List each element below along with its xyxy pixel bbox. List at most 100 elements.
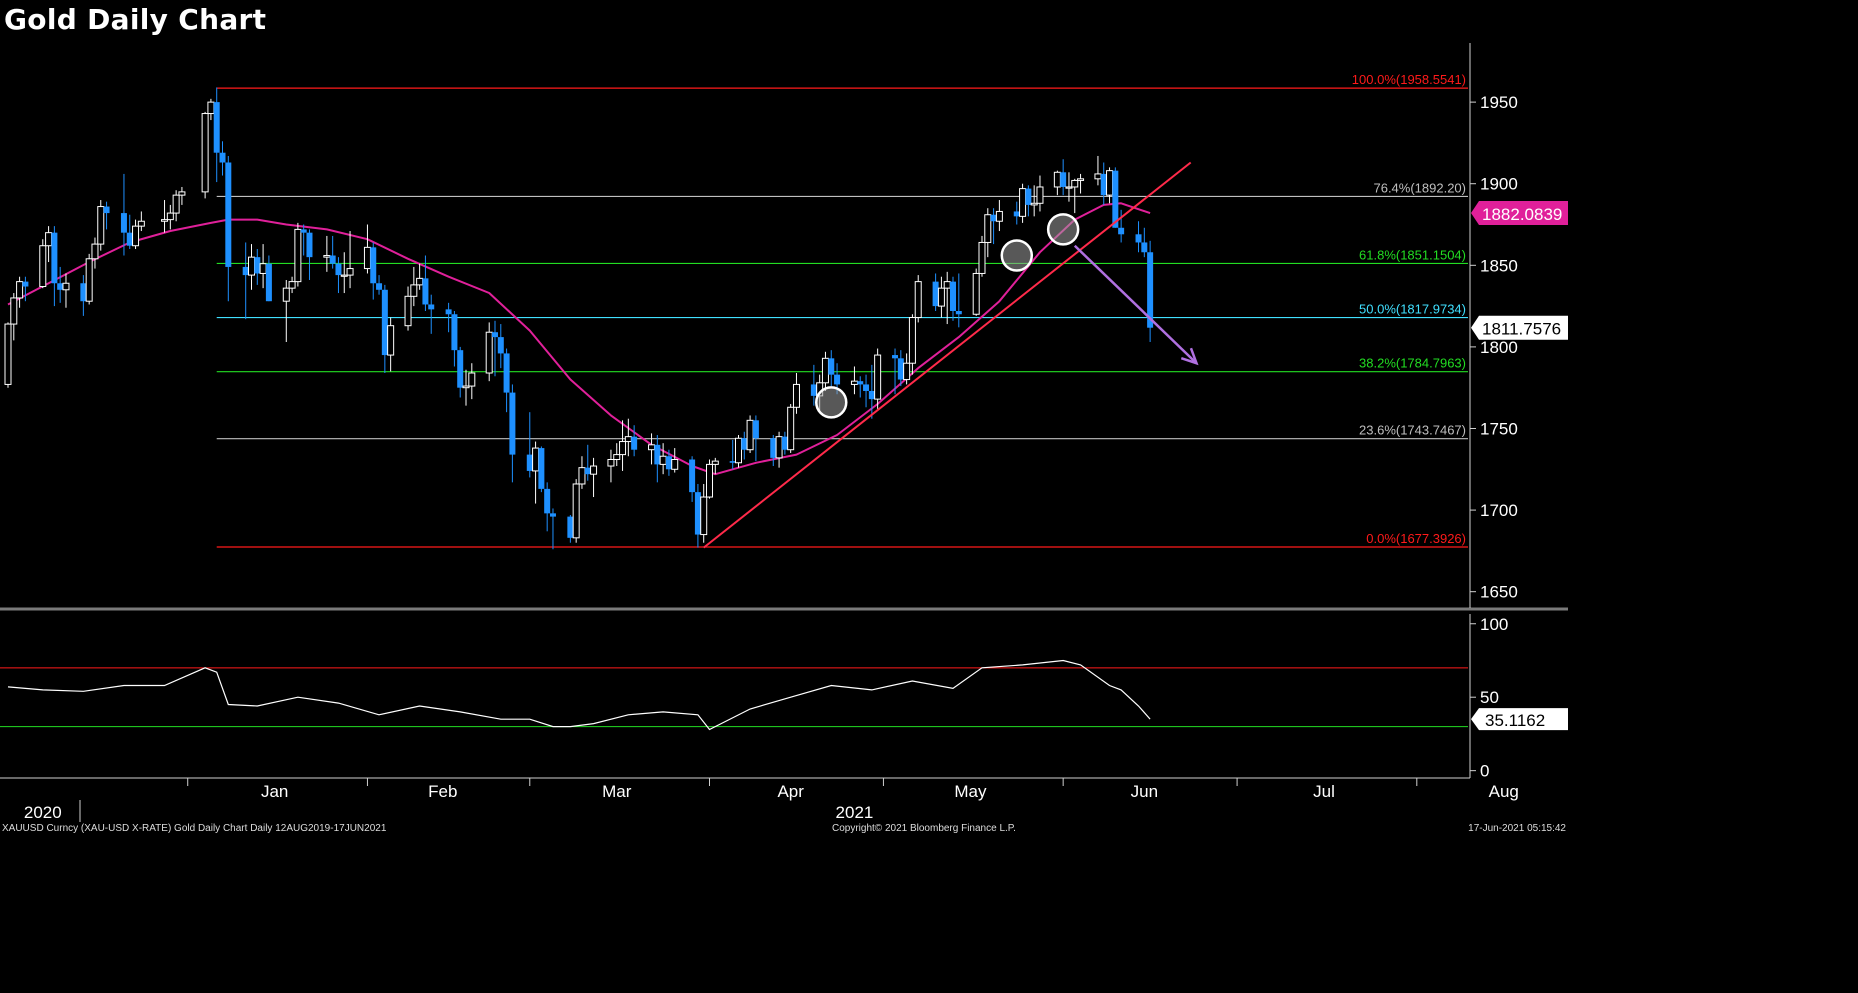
candle-body (711, 460, 719, 465)
highlight-circle-1 (1000, 239, 1034, 272)
candle (787, 404, 795, 453)
candle-body (451, 314, 458, 351)
candle-body (265, 263, 272, 302)
candle (590, 457, 598, 498)
candle (781, 431, 788, 455)
candle (1147, 240, 1154, 343)
fib-label-4: 38.2%(1784.7963) (1359, 356, 1466, 371)
projection-arrowhead (1180, 347, 1199, 366)
candle-body (462, 385, 470, 389)
candle (624, 418, 632, 457)
candle-body (821, 357, 829, 384)
candle-body (572, 483, 580, 539)
candle-body (654, 444, 661, 465)
candle-body (1147, 252, 1154, 328)
candle (972, 268, 980, 316)
month-label: Jun (1131, 782, 1158, 801)
candle-body (665, 456, 672, 470)
candle (16, 276, 24, 308)
candle-body (381, 289, 388, 356)
candle (903, 353, 911, 385)
candle-body (590, 465, 598, 475)
fib-label-3: 50.0%(1817.9734) (1359, 302, 1466, 317)
rsi-value-tag-box (1471, 708, 1568, 731)
candle (346, 231, 354, 289)
candle-body (787, 406, 795, 451)
candle (422, 255, 429, 311)
candle (752, 415, 759, 462)
candle (10, 293, 18, 341)
candle-body (648, 444, 656, 451)
month-label: Jul (1313, 782, 1335, 801)
candle (857, 376, 864, 398)
candle (370, 242, 377, 300)
candle-body (584, 467, 591, 475)
candle (578, 456, 586, 489)
candle (950, 276, 957, 321)
candle-body (810, 384, 817, 396)
candle-body (746, 419, 754, 451)
candle (265, 255, 272, 302)
projection-arrow (1073, 244, 1198, 365)
candle-body (172, 194, 180, 214)
candle (892, 348, 899, 395)
candle-body (792, 383, 800, 408)
candle-body (166, 212, 174, 221)
candle (259, 244, 267, 289)
candle (532, 441, 540, 504)
candle-body (340, 274, 348, 277)
candle-body (491, 332, 498, 338)
candle (648, 433, 656, 465)
candle (821, 351, 829, 391)
candle (711, 457, 719, 475)
candle (57, 266, 64, 303)
candle-body (137, 220, 145, 227)
candle (538, 446, 545, 493)
candle (1100, 162, 1107, 205)
candle (288, 276, 296, 294)
candlesticks (4, 87, 1154, 550)
candle-body (1118, 227, 1125, 235)
rsi-tick-label: 100 (1480, 615, 1508, 634)
candle-body (892, 355, 899, 359)
candle-body (370, 247, 377, 284)
candle-body (689, 459, 696, 493)
candle-body (937, 287, 945, 307)
candle (659, 443, 667, 475)
candle (1053, 170, 1061, 196)
candle-body (1141, 242, 1148, 253)
candle-body (863, 384, 870, 391)
fibonacci-levels: 100.0%(1958.5541) 76.4%(1892.20) 61.8%(185… (216, 72, 1468, 548)
candle-body (995, 210, 1003, 222)
candle (1065, 172, 1073, 202)
candle-body (428, 304, 435, 310)
candle-body (700, 496, 708, 536)
candle-body (10, 297, 18, 325)
price-tick-label: 1650 (1480, 583, 1518, 602)
candle-body (526, 454, 533, 471)
candle (1019, 183, 1027, 223)
candle-body (1077, 178, 1085, 181)
candle-body (972, 272, 980, 315)
candle (868, 364, 875, 419)
candle (410, 266, 418, 307)
month-label: Jan (261, 782, 288, 801)
candle-body (97, 206, 105, 245)
candle (1118, 209, 1125, 243)
candle (457, 346, 464, 398)
price-tick-label: 1900 (1480, 175, 1518, 194)
ma-value-tag: 1882.0839 (1471, 200, 1568, 225)
candle (172, 190, 180, 222)
candle (613, 443, 621, 467)
candle (376, 275, 383, 295)
candle-body (51, 232, 58, 284)
candle (381, 284, 388, 374)
candle-body (955, 310, 962, 315)
candle (1094, 155, 1102, 186)
fib-label-1: 76.4%(1892.20) (1373, 180, 1466, 195)
candle-body (85, 258, 93, 302)
candle-body (207, 101, 215, 115)
footer-copyright: Copyright© 2021 Bloomberg Finance L.P. (832, 823, 1016, 834)
candle (468, 363, 476, 400)
candle-body (503, 353, 510, 393)
